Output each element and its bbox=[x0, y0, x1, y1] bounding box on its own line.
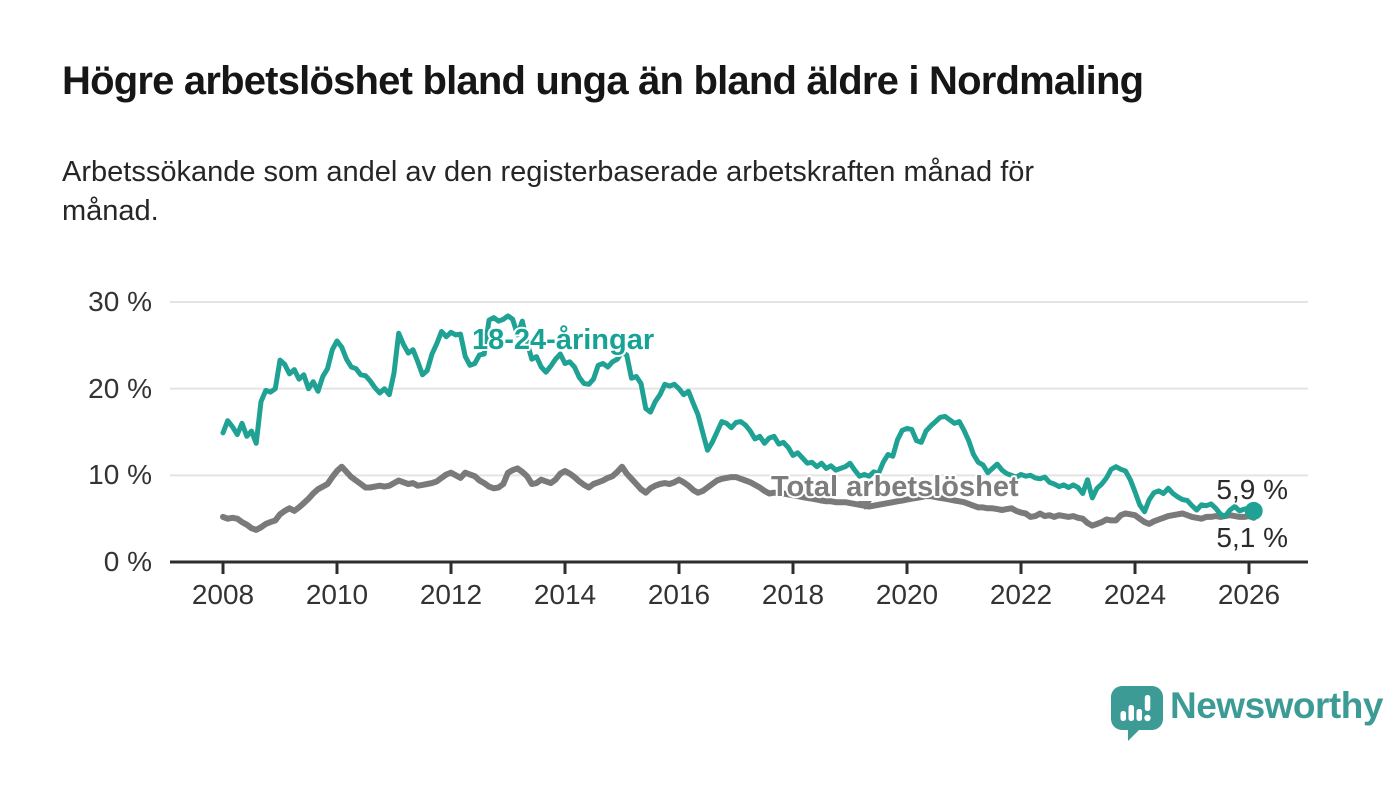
x-tick-label-2024: 2024 bbox=[1103, 579, 1167, 610]
x-tick-label-2020: 2020 bbox=[875, 579, 939, 610]
young-series-end-dot bbox=[1244, 501, 1263, 520]
newsworthy-logo-icon bbox=[1111, 686, 1163, 741]
y-tick-label-20: 20 % bbox=[88, 373, 152, 404]
subtitle-line-2: månad. bbox=[62, 195, 159, 228]
x-tick-label-2016: 2016 bbox=[647, 579, 711, 610]
line-chart-canvas bbox=[170, 300, 1308, 574]
y-tick-label-0: 0 % bbox=[103, 546, 152, 577]
x-tick-label-2022: 2022 bbox=[989, 579, 1053, 610]
newsworthy-logo-text: Newsworthy bbox=[1170, 685, 1383, 726]
total-label-pointer-icon bbox=[858, 501, 872, 510]
x-tick-label-2018: 2018 bbox=[761, 579, 825, 610]
total-end-value-label: 5,1 % bbox=[1216, 522, 1288, 553]
subtitle-line-1: Arbetssökande som andel av den registerb… bbox=[62, 156, 1035, 188]
y-tick-label-30: 30 % bbox=[88, 286, 152, 317]
x-tick-label-2014: 2014 bbox=[533, 579, 597, 610]
x-tick-label-2008: 2008 bbox=[191, 579, 255, 610]
total-series-line bbox=[220, 463, 1257, 533]
x-tick-label-2026: 2026 bbox=[1217, 579, 1281, 610]
x-tick-label-2012: 2012 bbox=[419, 579, 483, 610]
y-tick-label-10: 10 % bbox=[88, 459, 152, 490]
page-title: Högre arbetslöshet bland unga än bland ä… bbox=[62, 59, 1144, 103]
newsworthy-logo[interactable]: Newsworthy bbox=[1108, 683, 1383, 743]
young-series-line bbox=[220, 313, 1257, 519]
young-end-value-label: 5,9 % bbox=[1216, 474, 1288, 505]
young-series-label: 18-24-åringar bbox=[472, 324, 655, 356]
total-series-label: Total arbetslöshet bbox=[771, 471, 1019, 503]
x-tick-label-2010: 2010 bbox=[305, 579, 369, 610]
chart-subtitle: Arbetssökande som andel av den registerb… bbox=[62, 153, 1282, 231]
